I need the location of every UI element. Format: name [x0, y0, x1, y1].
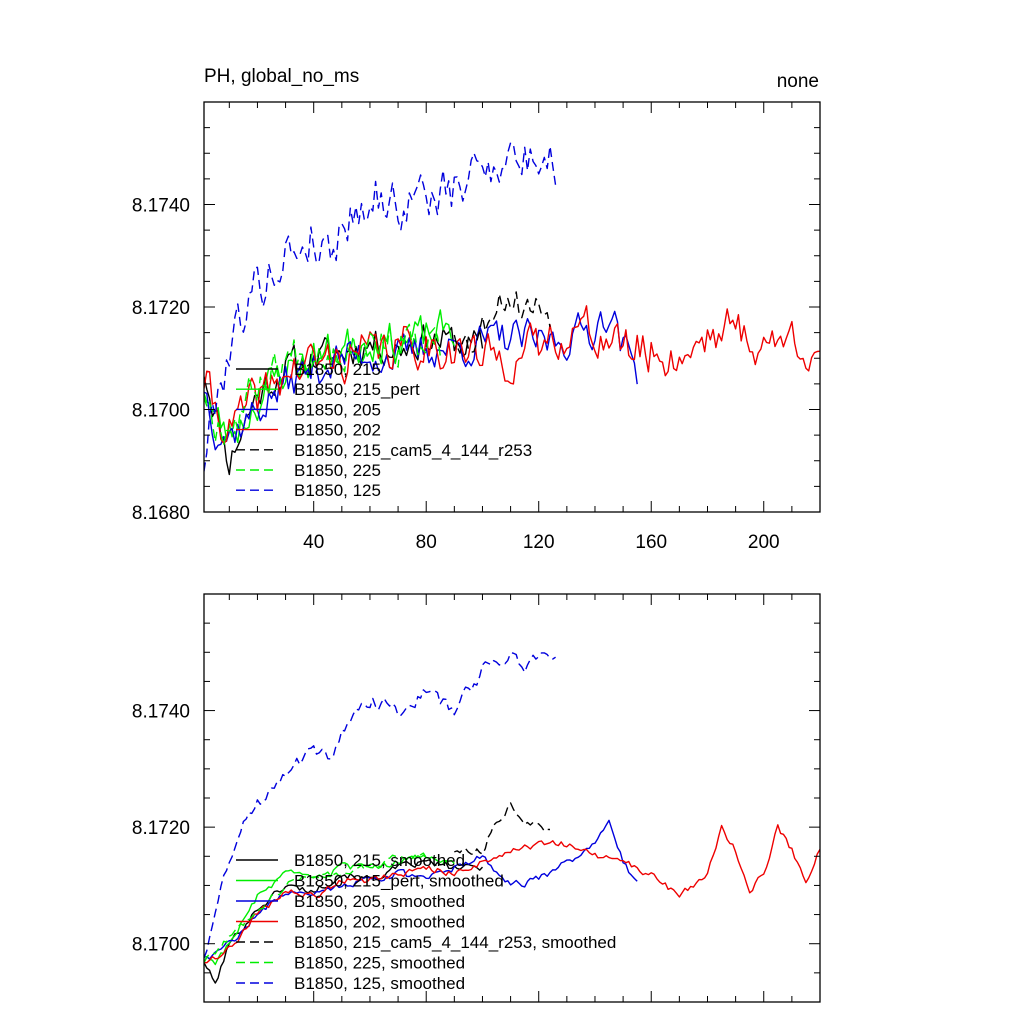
x-tick-label: 160 [635, 532, 667, 553]
legend-label: B1850, 215_cam5_4_144_r253, smoothed [294, 933, 616, 952]
legend-label: B1850, 125, smoothed [294, 974, 465, 993]
series-line-bottom-4 [454, 802, 551, 855]
top-title-right: none [777, 71, 819, 92]
legend-label: B1850, 125 [294, 481, 381, 500]
y-tick-label: 8.1720 [132, 818, 190, 839]
y-tick-label: 8.1700 [132, 935, 190, 956]
series-line-top-3 [204, 305, 820, 444]
x-tick-label: 40 [303, 532, 324, 553]
legend-label: B1850, 205, smoothed [294, 892, 465, 911]
top-axes: 40 80 120 160 200 8.1680 8.1700 8.1720 8.1740 [132, 101, 821, 553]
bottom-legend: B1850, 215, smoothed B1850, 215_pert, smo… [236, 851, 616, 993]
x-tick-label: 200 [748, 532, 780, 553]
legend-label: B1850, 225 [294, 461, 381, 480]
top-title-left: PH, global_no_ms [204, 66, 359, 87]
series-line-bottom-6 [204, 652, 556, 959]
y-tick-label: 8.1680 [132, 503, 190, 524]
top-panel: PH, global_no_ms none 40 80 120 160 200 8.168… [132, 66, 821, 553]
legend-label: B1850, 215_pert, smoothed [294, 872, 504, 891]
legend-label: B1850, 205 [294, 400, 381, 419]
legend-label: B1850, 215 [294, 360, 381, 379]
legend-label: B1850, 202, smoothed [294, 913, 465, 932]
series-line-top-1 [204, 309, 455, 444]
x-tick-label: 120 [523, 532, 555, 553]
series-line-bottom-3 [204, 824, 820, 964]
legend-label: B1850, 215_pert [294, 380, 420, 399]
series-line-top-2 [204, 310, 638, 451]
bottom-plot-lines [204, 652, 820, 984]
x-tick-label: 80 [416, 532, 437, 553]
series-line-bottom-1 [204, 854, 455, 966]
legend-label: B1850, 215_cam5_4_144_r253 [294, 441, 532, 460]
legend-label: B1850, 215, smoothed [294, 851, 465, 870]
bottom-axes: 8.1700 8.1720 8.1740 [132, 593, 821, 1003]
top-plot-lines [204, 141, 820, 476]
series-line-bottom-5 [204, 852, 450, 963]
legend-label: B1850, 225, smoothed [294, 954, 465, 973]
y-tick-label: 8.1720 [132, 298, 190, 319]
series-line-top-5 [204, 323, 441, 446]
y-tick-label: 8.1740 [132, 702, 190, 723]
y-tick-label: 8.1700 [132, 401, 190, 422]
legend-label: B1850, 202 [294, 421, 381, 440]
y-tick-label: 8.1740 [132, 196, 190, 217]
series-line-top-4 [453, 291, 551, 354]
